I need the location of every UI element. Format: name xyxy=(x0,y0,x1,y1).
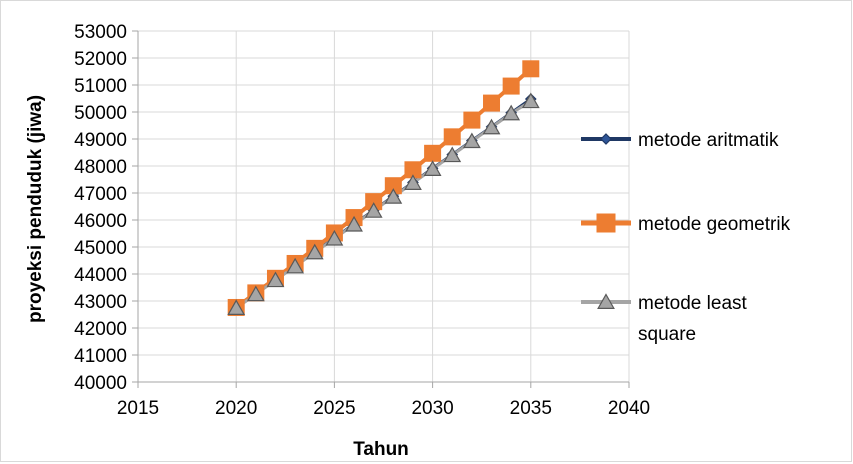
legend-label: metode aritmatik xyxy=(638,130,779,151)
y-tick-label: 45000 xyxy=(74,238,127,259)
y-tick-label: 41000 xyxy=(74,346,127,367)
legend-marker xyxy=(596,213,616,233)
y-tick-label: 40000 xyxy=(74,373,127,394)
x-tick-label: 2035 xyxy=(510,398,552,419)
y-axis-title: proyeksi penduduk (jiwa) xyxy=(25,95,46,323)
data-point xyxy=(246,285,265,302)
legend-label: square xyxy=(638,324,696,345)
y-tick-label: 49000 xyxy=(74,130,127,151)
data-point xyxy=(462,132,481,149)
legend-label: metode geometrik xyxy=(638,214,791,235)
y-tick-label: 44000 xyxy=(74,265,127,286)
data-point xyxy=(286,257,305,274)
legend-marker xyxy=(600,133,612,145)
data-point xyxy=(482,118,501,135)
grid-lines xyxy=(138,30,630,382)
data-point xyxy=(364,202,383,218)
y-tick-label: 42000 xyxy=(74,319,127,340)
series-lines xyxy=(235,67,533,310)
x-tick-label: 2020 xyxy=(215,398,257,419)
x-tick-label: 2015 xyxy=(117,398,159,419)
y-tick-label: 47000 xyxy=(74,184,127,205)
series-line xyxy=(235,99,532,310)
data-point xyxy=(266,271,285,288)
x-tick-label: 2030 xyxy=(411,398,453,419)
legend-marker xyxy=(597,293,615,309)
y-tick-label: 53000 xyxy=(74,22,127,43)
y-tick-label: 43000 xyxy=(74,292,127,313)
legend: metode aritmatik metode geometrik metode l… xyxy=(581,130,791,345)
x-tick-label: 2025 xyxy=(313,398,355,419)
legend-label: metode least xyxy=(638,293,748,314)
data-point xyxy=(345,215,363,232)
data-point xyxy=(463,111,481,129)
data-point xyxy=(522,60,540,78)
x-axis-title: Tahun xyxy=(353,439,409,460)
data-point xyxy=(384,188,403,204)
data-point xyxy=(483,94,501,112)
data-point xyxy=(443,128,461,146)
y-tick-label: 48000 xyxy=(74,157,127,178)
series-line xyxy=(235,67,533,310)
x-tick-labels: 2015 2020 2025 2030 2035 2040 xyxy=(117,398,650,419)
y-tick-label: 46000 xyxy=(74,211,127,232)
data-point xyxy=(521,92,540,109)
data-point xyxy=(305,243,324,260)
y-tick-label: 51000 xyxy=(74,76,127,97)
data-point xyxy=(404,174,422,190)
data-point xyxy=(423,160,442,176)
data-point xyxy=(227,299,246,315)
x-tick-label: 2040 xyxy=(608,398,650,419)
y-tick-label: 52000 xyxy=(74,49,127,70)
data-point xyxy=(443,146,462,163)
data-point xyxy=(502,104,521,121)
series-markers xyxy=(227,60,540,316)
axes xyxy=(132,30,630,388)
y-tick-labels: 40000 41000 42000 43000 44000 45000 46000 47000… xyxy=(74,22,127,394)
data-point xyxy=(424,144,442,162)
data-point xyxy=(325,229,344,246)
y-tick-label: 50000 xyxy=(74,103,127,124)
data-point xyxy=(502,77,520,95)
